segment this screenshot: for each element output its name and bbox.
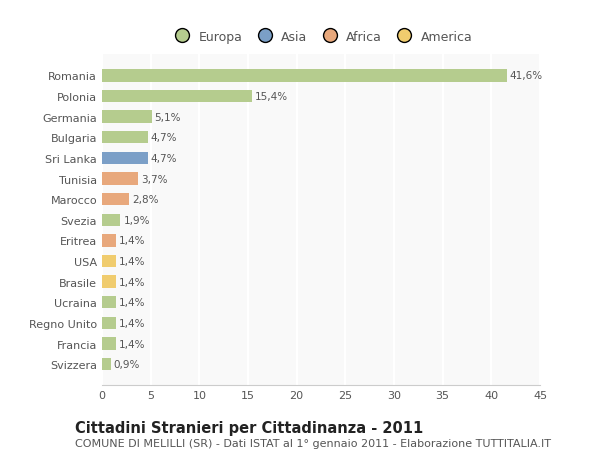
Text: COMUNE DI MELILLI (SR) - Dati ISTAT al 1° gennaio 2011 - Elaborazione TUTTITALIA: COMUNE DI MELILLI (SR) - Dati ISTAT al 1… xyxy=(75,438,551,448)
Text: 1,4%: 1,4% xyxy=(119,339,145,349)
Text: 4,7%: 4,7% xyxy=(151,154,177,163)
Bar xyxy=(102,297,116,309)
Bar xyxy=(102,111,152,123)
Text: 1,4%: 1,4% xyxy=(119,277,145,287)
Bar xyxy=(102,338,116,350)
Text: 1,4%: 1,4% xyxy=(119,236,145,246)
Bar xyxy=(102,317,116,330)
Text: Cittadini Stranieri per Cittadinanza - 2011: Cittadini Stranieri per Cittadinanza - 2… xyxy=(75,420,423,435)
Text: 1,4%: 1,4% xyxy=(119,257,145,267)
Bar xyxy=(102,173,138,185)
Bar xyxy=(102,70,507,83)
Bar xyxy=(102,194,129,206)
Text: 1,9%: 1,9% xyxy=(124,215,150,225)
Text: 4,7%: 4,7% xyxy=(151,133,177,143)
Bar xyxy=(102,214,121,226)
Text: 2,8%: 2,8% xyxy=(132,195,158,205)
Text: 1,4%: 1,4% xyxy=(119,297,145,308)
Bar xyxy=(102,255,116,268)
Bar xyxy=(102,132,148,144)
Text: 3,7%: 3,7% xyxy=(141,174,167,184)
Legend: Europa, Asia, Africa, America: Europa, Asia, Africa, America xyxy=(167,28,475,46)
Text: 41,6%: 41,6% xyxy=(510,71,543,81)
Text: 1,4%: 1,4% xyxy=(119,318,145,328)
Text: 15,4%: 15,4% xyxy=(255,92,288,102)
Bar xyxy=(102,235,116,247)
Text: 5,1%: 5,1% xyxy=(155,112,181,123)
Bar xyxy=(102,358,111,370)
Text: 0,9%: 0,9% xyxy=(113,359,140,369)
Bar xyxy=(102,152,148,165)
Bar xyxy=(102,276,116,288)
Bar xyxy=(102,91,252,103)
